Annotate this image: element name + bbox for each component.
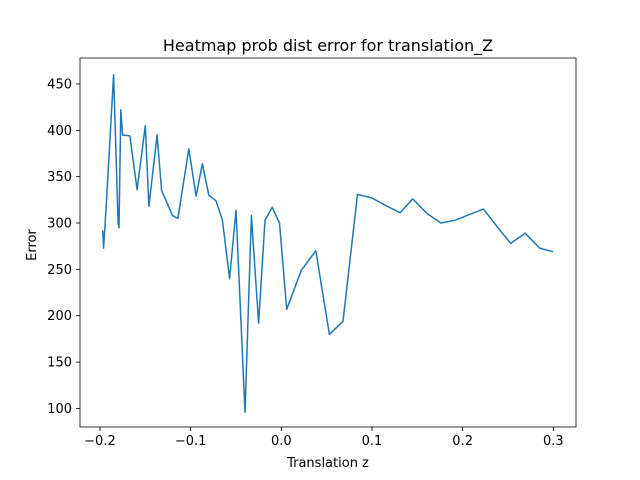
y-axis-label: Error bbox=[25, 229, 40, 261]
y-tick-label: 150 bbox=[47, 356, 72, 371]
y-tick-label: 350 bbox=[47, 170, 72, 185]
x-tick-label: 0.0 bbox=[271, 434, 292, 449]
y-tick-label: 400 bbox=[47, 124, 72, 139]
x-tick-label: 0.2 bbox=[452, 434, 473, 449]
plot-area bbox=[79, 57, 577, 428]
chart-title: Heatmap prob dist error for translation_… bbox=[163, 36, 493, 56]
y-tick-label: 300 bbox=[47, 217, 72, 232]
y-tick-label: 250 bbox=[47, 263, 72, 278]
x-tick-label: 0.3 bbox=[543, 434, 564, 449]
x-tick-label: −0.1 bbox=[175, 434, 207, 449]
x-axis-label: Translation z bbox=[286, 456, 369, 471]
y-axis: 100 150 200 250 300 350 400 450 bbox=[47, 77, 80, 417]
x-tick-label: 0.1 bbox=[362, 434, 383, 449]
series-line-1 bbox=[101, 73, 554, 413]
x-tick-label: −0.2 bbox=[84, 434, 116, 449]
x-axis: −0.2 −0.1 0.0 0.1 0.2 0.3 bbox=[84, 427, 564, 449]
axes-frame bbox=[79, 57, 577, 428]
y-tick-label: 100 bbox=[47, 402, 72, 417]
y-tick-label: 450 bbox=[47, 77, 72, 92]
y-tick-label: 200 bbox=[47, 309, 72, 324]
